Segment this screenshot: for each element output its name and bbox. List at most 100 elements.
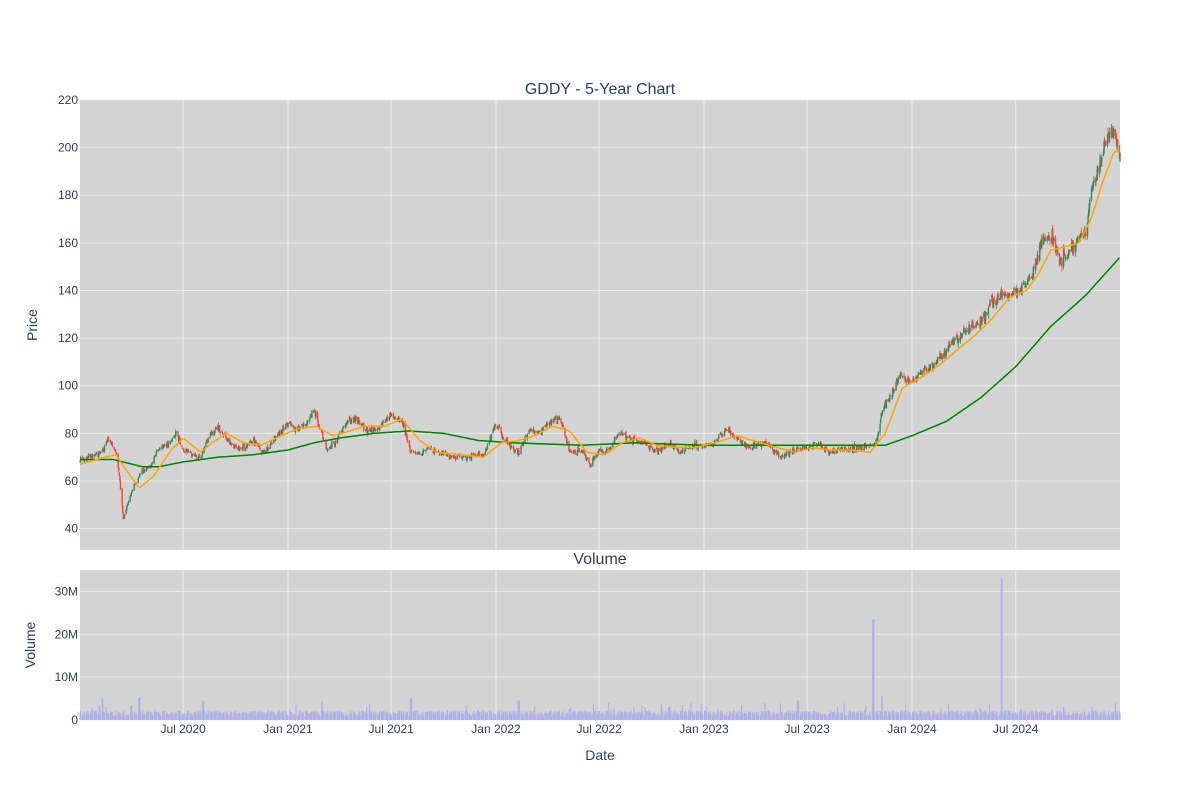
volume-bar xyxy=(985,711,987,720)
candle-body xyxy=(781,456,783,458)
price-y-tick-label: 120 xyxy=(58,331,78,345)
candle-body xyxy=(981,317,983,322)
volume-bar xyxy=(710,714,712,720)
candle-body xyxy=(314,410,316,412)
volume-bar xyxy=(83,711,86,720)
volume-bar xyxy=(203,700,205,720)
candle-body xyxy=(123,514,126,519)
candle-body xyxy=(937,357,939,358)
volume-bar xyxy=(457,710,459,720)
volume-bar xyxy=(283,710,285,720)
candle-body xyxy=(126,506,128,511)
candle-body xyxy=(900,373,902,375)
volume-bar xyxy=(993,713,995,720)
volume-bar xyxy=(263,711,265,720)
candle-body xyxy=(118,467,120,472)
candle-body xyxy=(438,453,441,456)
candle-body xyxy=(506,437,509,445)
candle-body xyxy=(498,424,501,428)
candle-body xyxy=(501,433,503,439)
candle-body xyxy=(219,431,221,434)
candle-body xyxy=(1034,259,1037,271)
volume-bar xyxy=(1005,710,1007,720)
volume-bar xyxy=(981,711,983,720)
candle-body xyxy=(736,436,738,440)
volume-bars xyxy=(79,578,1121,720)
candle-body xyxy=(923,368,925,374)
candle-body xyxy=(570,450,572,453)
candle-body xyxy=(470,453,473,461)
volume-bar xyxy=(271,711,273,720)
candle-body xyxy=(963,328,966,330)
candle-body xyxy=(673,448,675,450)
volume-bar xyxy=(626,714,628,720)
candle-body xyxy=(718,434,720,439)
candle-body xyxy=(137,478,139,483)
candle-body xyxy=(537,431,539,434)
volume-bar xyxy=(450,712,453,720)
candle-body xyxy=(238,447,241,451)
candle-body xyxy=(629,436,632,441)
candle-body xyxy=(246,444,249,447)
volume-bar xyxy=(682,715,684,720)
candle-body xyxy=(282,425,284,432)
volume-bar xyxy=(143,712,145,720)
price-y-tick-label: 80 xyxy=(65,426,79,440)
candle-body xyxy=(730,430,732,437)
candle-body xyxy=(1017,289,1019,293)
candle-body xyxy=(852,449,855,454)
candle-body xyxy=(901,374,903,376)
candle-body xyxy=(610,447,612,449)
candle-body xyxy=(597,453,599,456)
candle-body xyxy=(865,444,867,448)
volume-bar xyxy=(849,710,852,720)
volume-bar xyxy=(175,713,177,720)
candle-body xyxy=(825,446,828,450)
candle-body xyxy=(877,432,880,436)
candle-body xyxy=(1106,140,1109,146)
volume-y-tick-label: 10M xyxy=(55,670,78,684)
candle-body xyxy=(1004,293,1006,295)
volume-bar xyxy=(779,703,781,720)
volume-bar xyxy=(813,710,816,720)
volume-chart-title: Volume xyxy=(573,551,626,568)
volume-bar xyxy=(550,715,552,720)
volume-gridlines xyxy=(80,570,1120,721)
candle-body xyxy=(833,452,836,453)
candle-body xyxy=(678,451,680,454)
volume-bar xyxy=(423,715,425,720)
candle-body xyxy=(626,436,628,439)
candle-body xyxy=(134,483,136,485)
candle-body xyxy=(1062,249,1065,267)
candle-body xyxy=(334,441,336,448)
candle-body xyxy=(514,449,517,452)
candle-body xyxy=(1043,239,1045,242)
candle-body xyxy=(646,442,648,446)
volume-bar xyxy=(255,714,257,720)
volume-bar xyxy=(845,715,848,720)
candle-body xyxy=(404,423,407,436)
volume-bar xyxy=(678,715,680,720)
volume-bar xyxy=(618,712,620,720)
price-y-tick-label: 100 xyxy=(58,379,78,393)
candle-body xyxy=(837,447,839,450)
volume-bar xyxy=(167,714,169,720)
candle-body xyxy=(967,333,970,335)
candle-body xyxy=(592,458,594,466)
candle-body xyxy=(175,431,177,437)
candle-body xyxy=(528,430,531,432)
candle-body xyxy=(719,432,722,434)
candle-body xyxy=(396,418,399,420)
candle-body xyxy=(1114,129,1117,135)
volume-bar xyxy=(885,710,887,720)
candle-body xyxy=(458,454,461,457)
volume-bar xyxy=(279,712,281,720)
volume-bar xyxy=(674,710,676,720)
volume-bar xyxy=(758,714,760,720)
candle-body xyxy=(1007,293,1009,298)
candle-body xyxy=(81,457,83,459)
candle-body xyxy=(526,434,529,440)
volume-bar xyxy=(407,711,409,720)
volume-bar xyxy=(506,714,508,720)
candle-body xyxy=(544,424,547,426)
